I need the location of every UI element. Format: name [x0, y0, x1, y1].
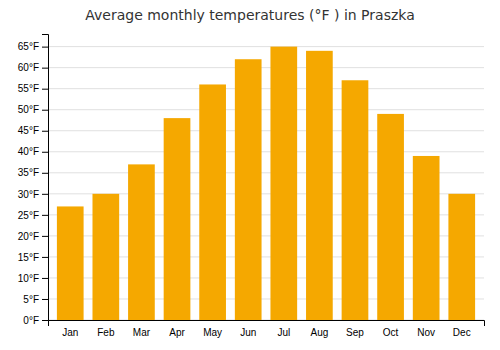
y-tick-mark — [42, 89, 48, 90]
bar — [413, 156, 440, 320]
grid-line — [48, 151, 484, 152]
y-tick: 30°F — [18, 189, 48, 200]
chart: 0°F 5°F 10°F 15°F 20°F 25°F 30°F 35°F 40°F 45°F 50… — [0, 0, 500, 350]
y-tick-mark — [42, 47, 48, 48]
y-tick-mark — [42, 173, 48, 174]
y-tick: 15°F — [18, 252, 48, 263]
bars — [57, 47, 475, 320]
x-axis-line — [49, 321, 485, 327]
grid-line — [48, 67, 484, 68]
y-tick: 50°F — [18, 104, 48, 115]
y-tick: 65°F — [18, 41, 48, 52]
y-tick-mark — [42, 152, 48, 153]
y-tick: 10°F — [18, 273, 48, 284]
x-tick: Feb — [97, 327, 115, 338]
grid — [48, 47, 484, 320]
y-tick: 55°F — [18, 83, 48, 94]
x-tick: May — [203, 327, 222, 338]
bar — [342, 80, 369, 320]
y-tick-label: 60°F — [18, 62, 39, 73]
y-tick-mark — [42, 299, 48, 300]
bar — [57, 206, 84, 320]
x-tick: Jun — [240, 327, 256, 338]
bar — [199, 84, 226, 320]
x-tick-label: Dec — [453, 327, 471, 338]
bar — [270, 47, 297, 320]
x-tick: Sep — [346, 327, 364, 338]
y-tick: 35°F — [18, 167, 48, 178]
y-tick-mark — [42, 194, 48, 195]
y-tick-label: 0°F — [23, 315, 39, 326]
y-tick-mark — [42, 110, 48, 111]
x-tick-label: Apr — [169, 327, 185, 338]
y-tick-mark — [42, 131, 48, 132]
y-tick: 40°F — [18, 146, 48, 157]
y-tick-label: 40°F — [18, 146, 39, 157]
grid-line — [48, 109, 484, 110]
y-tick-label: 50°F — [18, 104, 39, 115]
y-tick-mark — [42, 236, 48, 237]
x-tick-label: May — [203, 327, 222, 338]
bar — [377, 114, 404, 320]
bar — [306, 51, 333, 320]
x-tick-label: Nov — [417, 327, 435, 338]
y-tick-mark — [42, 278, 48, 279]
y-tick: 5°F — [23, 294, 48, 305]
y-axis-line — [42, 35, 49, 321]
bar — [164, 118, 191, 320]
y-tick: 0°F — [23, 315, 48, 326]
x-tick-label: Jun — [240, 327, 256, 338]
x-axis: Jan Feb Mar Apr May Jun Jul Aug Sep Oct Nov Dec — [49, 321, 485, 339]
x-tick: Apr — [169, 327, 185, 338]
x-tick-label: Jan — [62, 327, 78, 338]
x-tick-label: Feb — [97, 327, 115, 338]
y-tick-mark — [42, 215, 48, 216]
x-tick: Dec — [453, 327, 471, 338]
bar — [92, 194, 119, 320]
title: Average monthly temperatures (°F ) in Pr… — [85, 7, 414, 23]
y-tick-label: 5°F — [23, 294, 39, 305]
y-tick-mark — [42, 320, 48, 321]
grid-line — [48, 88, 484, 89]
plot: 0°F 5°F 10°F 15°F 20°F 25°F 30°F 35°F 40°F 45°F 50… — [18, 35, 485, 339]
y-tick: 25°F — [18, 210, 48, 221]
x-tick-label: Aug — [310, 327, 328, 338]
x-tick: Jan — [62, 327, 78, 338]
x-tick: Aug — [310, 327, 328, 338]
y-tick-label: 65°F — [18, 41, 39, 52]
x-tick: Mar — [133, 327, 151, 338]
x-tick-label: Mar — [133, 327, 151, 338]
y-tick-label: 20°F — [18, 231, 39, 242]
y-tick-label: 10°F — [18, 273, 39, 284]
x-tick: Oct — [383, 327, 399, 338]
y-tick-label: 15°F — [18, 252, 39, 263]
y-axis: 0°F 5°F 10°F 15°F 20°F 25°F 30°F 35°F 40°F 45°F 50… — [18, 35, 49, 326]
y-tick-label: 55°F — [18, 83, 39, 94]
grid-line — [48, 46, 484, 47]
bar — [235, 59, 262, 320]
y-tick: 60°F — [18, 62, 48, 73]
y-tick-label: 45°F — [18, 125, 39, 136]
bar — [128, 164, 155, 320]
x-tick: Nov — [417, 327, 435, 338]
y-tick-mark — [42, 68, 48, 69]
x-tick-label: Jul — [277, 327, 290, 338]
y-tick-label: 30°F — [18, 189, 39, 200]
y-tick: 20°F — [18, 231, 48, 242]
grid-line — [48, 130, 484, 131]
x-tick: Jul — [277, 327, 290, 338]
bar — [448, 194, 475, 320]
y-tick-label: 35°F — [18, 167, 39, 178]
x-tick-label: Sep — [346, 327, 364, 338]
y-tick-mark — [42, 257, 48, 258]
y-tick: 45°F — [18, 125, 48, 136]
y-tick-label: 25°F — [18, 210, 39, 221]
x-tick-label: Oct — [383, 327, 399, 338]
